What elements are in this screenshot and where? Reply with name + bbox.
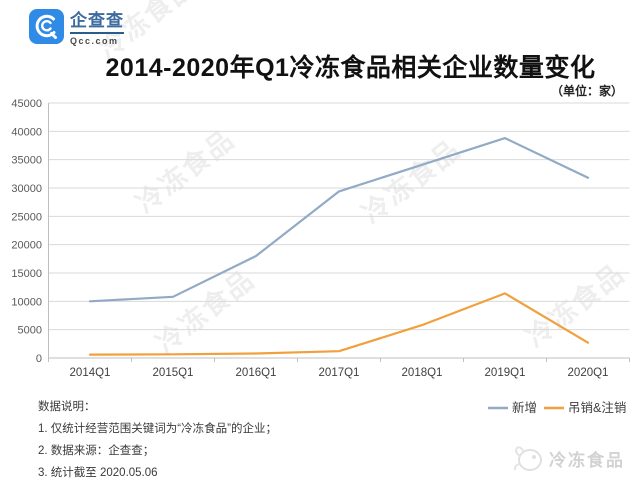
line-chart: 0 5000 10000 15000 20000 25000 30000 35000 40000… — [11, 98, 630, 415]
data-notes: 数据说明： 1. 仅统计经营范围关键词为“冷冻食品”的企业； 2. 数据来源：企… — [38, 396, 277, 484]
qcc-logo-name: 企查查 — [70, 11, 124, 34]
y-axis-label: 30000 — [11, 183, 42, 195]
unit-label: （单位：家） — [550, 84, 623, 98]
page-title: 2014-2020年Q1冷冻食品相关企业数量变化 — [105, 54, 596, 82]
legend-label: 吊销&注销 — [568, 400, 626, 415]
brand-watermark-text: 冷冻食品 — [549, 450, 625, 470]
y-axis-label: 25000 — [11, 211, 42, 223]
note-line: 3. 统计截至 2020.05.06 — [38, 467, 158, 479]
note-line: 2. 数据来源：企查查； — [38, 445, 155, 457]
series-line-新增 — [88, 136, 590, 303]
brand-watermark: 冷冻食品 — [511, 442, 625, 474]
y-axis-label: 15000 — [11, 268, 42, 280]
x-axis-label: 2014Q1 — [70, 367, 111, 379]
x-axis-label: 2019Q1 — [485, 367, 526, 379]
x-axis-label: 2018Q1 — [402, 367, 443, 379]
note-line: 1. 仅统计经营范围关键词为“冷冻食品”的企业； — [38, 423, 277, 435]
qcc-c-glyph — [35, 14, 57, 39]
qcc-logo: 企查查 Qcc.com — [29, 9, 124, 46]
y-axis-label: 40000 — [11, 126, 42, 138]
y-axis-label: 0 — [36, 353, 42, 365]
x-axis-label: 2020Q1 — [568, 367, 609, 379]
qcc-logo-text: 企查查 Qcc.com — [70, 9, 124, 46]
qcc-logo-domain: Qcc.com — [70, 35, 119, 46]
y-axis-label: 35000 — [11, 155, 42, 167]
y-axis-label: 20000 — [11, 240, 42, 252]
x-axis-label: 2015Q1 — [153, 367, 194, 379]
mascot-icon — [513, 446, 542, 471]
y-axis-label: 45000 — [11, 98, 42, 110]
x-axis-label: 2016Q1 — [236, 367, 277, 379]
legend-label: 新增 — [512, 400, 537, 415]
series-line-吊销&注销 — [88, 292, 590, 356]
y-axis-label: 5000 — [18, 325, 42, 337]
x-axis-label: 2017Q1 — [319, 367, 360, 379]
y-axis-label: 10000 — [11, 296, 42, 308]
qcc-logo-icon — [29, 9, 64, 44]
notes-title: 数据说明： — [38, 401, 96, 413]
